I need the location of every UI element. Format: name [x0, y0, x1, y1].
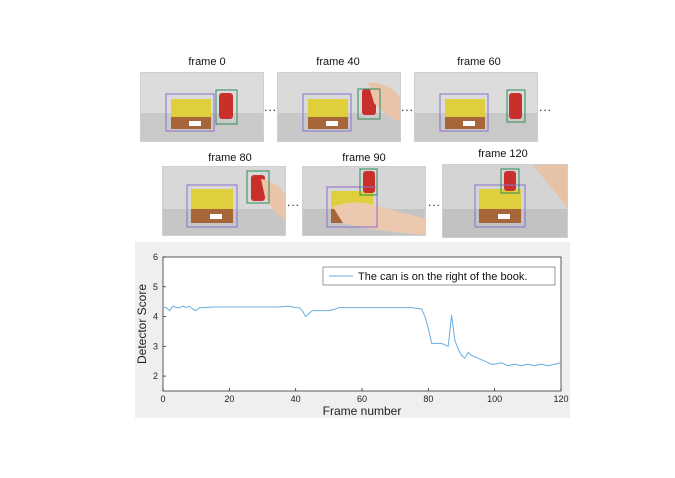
x-tick-label: 20: [224, 394, 234, 404]
scene-hand-book: [303, 167, 425, 235]
frame-image-80: [162, 166, 286, 236]
x-tick-label: 0: [160, 394, 165, 404]
x-tick-label: 60: [357, 394, 367, 404]
frame-label-40: frame 40: [316, 56, 360, 68]
x-tick-label: 100: [487, 394, 502, 404]
scene-hand-can: [278, 73, 400, 141]
y-tick-label: 4: [153, 312, 158, 322]
scene-book-can: [141, 73, 263, 141]
frame-label-80: frame 80: [208, 152, 252, 164]
x-axis-label: Frame number: [323, 404, 402, 418]
legend: The can is on the right of the book.: [322, 266, 556, 286]
frame-label-60: frame 60: [457, 56, 501, 68]
y-tick-label: 5: [153, 282, 158, 292]
x-axis-ticks: 0 20 40 60 80 100 120: [160, 388, 569, 404]
chart-panel: 0 20 40 60 80 100 120 2 3 4 5 6 Frame number Detec…: [135, 242, 570, 418]
y-axis-ticks: 2 3 4 5 6: [153, 252, 166, 381]
frame-image-60: [414, 72, 538, 142]
frame-image-120: [442, 164, 568, 238]
y-axis-label: Detector Score: [135, 284, 149, 364]
ellipsis-2: ...: [401, 100, 415, 114]
legend-box: [322, 266, 556, 286]
scene-can-on-book: [443, 165, 567, 237]
frame-image-0: [140, 72, 264, 142]
y-tick-label: 6: [153, 252, 158, 262]
ellipsis-3: ...: [539, 100, 553, 114]
frame-image-40: [277, 72, 401, 142]
frame-label-120: frame 120: [478, 148, 528, 160]
detector-score-chart: 0 20 40 60 80 100 120 2 3 4 5 6 Frame number Detec…: [135, 252, 569, 418]
series-line: [163, 305, 562, 367]
frame-image-90: [302, 166, 426, 236]
y-tick-label: 3: [153, 341, 158, 351]
y-tick-label: 2: [153, 371, 158, 381]
frame-label-0: frame 0: [188, 56, 226, 68]
x-tick-label: 80: [423, 394, 433, 404]
x-tick-label: 120: [553, 394, 568, 404]
frame-label-90: frame 90: [342, 152, 386, 164]
scene-hand-reach: [163, 167, 285, 235]
x-tick-label: 40: [291, 394, 301, 404]
ellipsis-5: ...: [428, 195, 442, 209]
ellipsis-1: ...: [264, 100, 278, 114]
ellipsis-4: ...: [287, 195, 301, 209]
scene-can-moved: [415, 73, 537, 141]
legend-entry: The can is on the right of the book.: [358, 271, 527, 283]
